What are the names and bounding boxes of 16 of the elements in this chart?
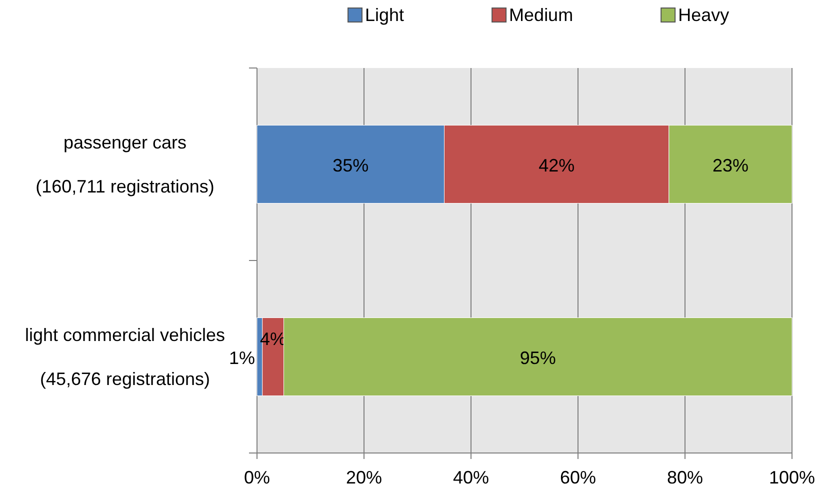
legend-label: Light xyxy=(365,5,404,25)
x-tick-label: 60% xyxy=(560,468,596,488)
data-label: 23% xyxy=(712,155,748,176)
x-tick-label: 0% xyxy=(244,468,270,488)
x-tick-label: 40% xyxy=(452,468,490,488)
legend-label: Medium xyxy=(509,5,574,25)
data-label: 1% xyxy=(228,348,255,368)
legend-label: Heavy xyxy=(678,5,730,25)
category-label: light commercial vehicles (45,676 registrations) xyxy=(24,324,226,389)
x-tick-label: 100% xyxy=(768,468,816,488)
x-tick-label: 20% xyxy=(346,468,382,488)
data-label: 35% xyxy=(332,155,369,176)
data-label: 42% xyxy=(538,155,575,176)
data-label: 95% xyxy=(520,348,556,368)
category-label: passenger cars (160,711 registrations) xyxy=(36,132,214,196)
x-tick-label: 80% xyxy=(666,468,704,488)
